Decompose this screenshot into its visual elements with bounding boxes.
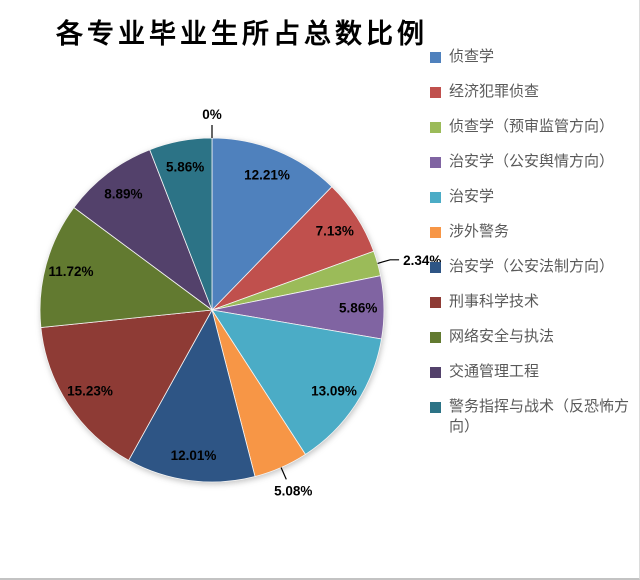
pie-slice-9[interactable] bbox=[39, 206, 214, 328]
legend-label: 侦查学 bbox=[449, 48, 495, 65]
pie-slice-11[interactable] bbox=[149, 137, 213, 311]
legend-item[interactable]: 侦查学 bbox=[430, 47, 638, 67]
slice-value-label: 13.09% bbox=[311, 384, 357, 399]
legend-item[interactable]: 治安学（公安法制方向） bbox=[430, 257, 638, 277]
chart-title: 各专业毕业生所占总数比例 bbox=[56, 19, 428, 50]
legend-color-swatch bbox=[430, 122, 441, 133]
slice-value-label: 5.86% bbox=[339, 301, 377, 316]
legend-item[interactable]: 治安学 bbox=[430, 187, 638, 207]
legend-color-swatch bbox=[430, 87, 441, 98]
legend-color-swatch bbox=[430, 367, 441, 378]
legend-item[interactable]: 交通管理工程 bbox=[430, 362, 638, 382]
slice-value-label: 12.01% bbox=[171, 448, 217, 463]
legend-item[interactable]: 治安学（公安舆情方向） bbox=[430, 152, 638, 172]
legend-item[interactable]: 网络安全与执法 bbox=[430, 327, 638, 347]
legend-color-swatch bbox=[430, 227, 441, 238]
pie-labels-group: 0%12.21%7.13%2.34%5.86%13.09%5.08%12.01%… bbox=[48, 107, 441, 498]
label-leader-line bbox=[377, 259, 400, 264]
slice-value-label: 7.13% bbox=[316, 224, 354, 239]
legend-color-swatch bbox=[430, 192, 441, 203]
pie-slice-7[interactable] bbox=[128, 308, 256, 483]
legend-item[interactable]: 涉外警务 bbox=[430, 222, 638, 242]
legend-color-swatch bbox=[430, 262, 441, 273]
legend-color-swatch bbox=[430, 157, 441, 168]
label-leader-line bbox=[280, 467, 287, 480]
legend-color-swatch bbox=[430, 402, 441, 413]
legend-label: 治安学 bbox=[449, 188, 495, 205]
legend-label: 涉外警务 bbox=[449, 223, 510, 240]
legend-item[interactable]: 侦查学（预审监管方向） bbox=[430, 117, 638, 137]
legend-item[interactable]: 刑事科学技术 bbox=[430, 292, 638, 312]
slice-value-label: 12.21% bbox=[244, 168, 290, 183]
legend-item[interactable]: 经济犯罪侦查 bbox=[430, 82, 638, 102]
legend-label: 网络安全与执法 bbox=[449, 328, 555, 345]
slice-value-label: 15.23% bbox=[67, 384, 113, 399]
legend-color-swatch bbox=[430, 52, 441, 63]
pie-slice-10[interactable] bbox=[73, 149, 213, 312]
pie-slice-5[interactable] bbox=[211, 309, 382, 455]
legend-item[interactable]: 警务指挥与战术（反恐怖方向） bbox=[430, 397, 638, 437]
pie-slice-8[interactable] bbox=[40, 309, 213, 461]
legend-label: 经济犯罪侦查 bbox=[449, 83, 540, 100]
slice-value-label: 11.72% bbox=[48, 264, 93, 279]
pie-slice-1[interactable] bbox=[211, 137, 333, 311]
slice-value-label: 5.08% bbox=[274, 483, 312, 498]
slice-value-label: 8.89% bbox=[104, 187, 142, 202]
legend-label: 警务指挥与战术（反恐怖方向） bbox=[449, 398, 630, 435]
legend-label: 治安学（公安法制方向） bbox=[449, 258, 615, 275]
legend: 侦查学经济犯罪侦查侦查学（预审监管方向） 治安学（公安舆情方向） 治安学涉外警务治安… bbox=[430, 47, 638, 437]
legend-label: 交通管理工程 bbox=[449, 363, 540, 380]
slice-value-label: 5.86% bbox=[166, 159, 204, 174]
legend-label: 侦查学（预审监管方向） bbox=[449, 118, 615, 135]
legend-label: 治安学（公安舆情方向） bbox=[449, 153, 615, 170]
legend-color-swatch bbox=[430, 332, 441, 343]
slice-value-label: 0% bbox=[202, 107, 222, 122]
legend-color-swatch bbox=[430, 297, 441, 308]
legend-label: 刑事科学技术 bbox=[449, 293, 540, 310]
pie-slices-group bbox=[39, 137, 385, 483]
